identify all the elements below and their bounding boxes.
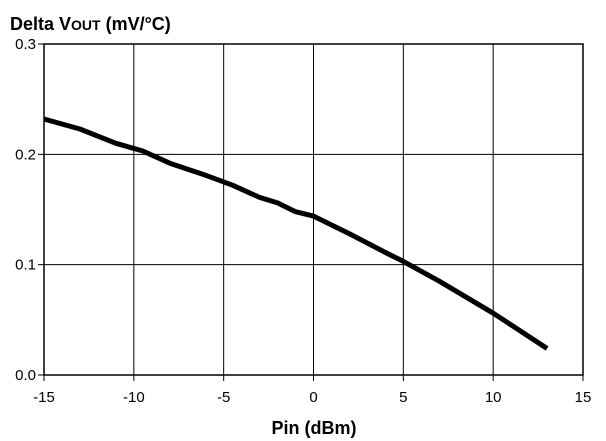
y-tick-label: 0.0 [15, 367, 36, 384]
y-tick-label: 0.1 [15, 257, 36, 274]
x-tick-label: 10 [485, 389, 502, 406]
plot-frame [43, 43, 584, 376]
grid [38, 43, 584, 381]
x-tick-label: 5 [399, 389, 407, 406]
series-line [43, 116, 549, 351]
x-tick-label: 0 [309, 389, 317, 406]
y-tick-label: 0.2 [15, 146, 36, 163]
x-tick-label: -5 [217, 389, 230, 406]
y-tick-label: 0.3 [15, 36, 36, 53]
x-tick-label: 15 [575, 389, 592, 406]
y-axis-label: Delta VOUT (mV/°C) [10, 14, 171, 34]
x-tick-label: -10 [123, 389, 145, 406]
x-axis-label: Pin (dBm) [272, 418, 357, 438]
x-tick-label: -15 [33, 389, 55, 406]
y-tick-labels: 0.0 0.1 0.2 0.3 [15, 36, 36, 384]
x-tick-labels: -15 -10 -5 0 5 10 15 [33, 389, 591, 406]
